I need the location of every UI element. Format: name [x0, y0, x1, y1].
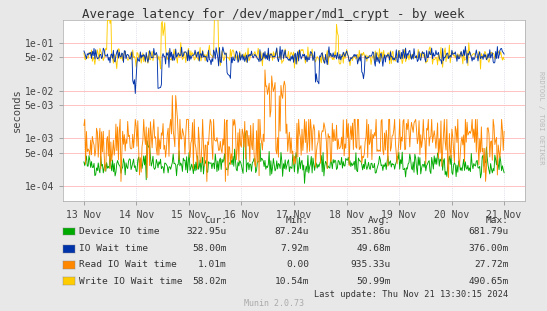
Text: 7.92m: 7.92m [280, 244, 309, 253]
Text: IO Wait time: IO Wait time [79, 244, 148, 253]
Text: 376.00m: 376.00m [468, 244, 509, 253]
Text: 50.99m: 50.99m [357, 277, 391, 285]
Text: 27.72m: 27.72m [474, 261, 509, 269]
Text: 58.02m: 58.02m [193, 277, 227, 285]
Text: Device IO time: Device IO time [79, 227, 160, 236]
Text: 490.65m: 490.65m [468, 277, 509, 285]
Text: 935.33u: 935.33u [351, 261, 391, 269]
Text: Read IO Wait time: Read IO Wait time [79, 261, 177, 269]
Text: 1.01m: 1.01m [198, 261, 227, 269]
Text: Last update: Thu Nov 21 13:30:15 2024: Last update: Thu Nov 21 13:30:15 2024 [315, 290, 509, 299]
Text: 0.00: 0.00 [286, 261, 309, 269]
Text: 87.24u: 87.24u [275, 227, 309, 236]
Text: Munin 2.0.73: Munin 2.0.73 [243, 299, 304, 308]
Text: 49.68m: 49.68m [357, 244, 391, 253]
Text: Write IO Wait time: Write IO Wait time [79, 277, 183, 285]
Text: Average latency for /dev/mapper/md1_crypt - by week: Average latency for /dev/mapper/md1_cryp… [82, 8, 465, 21]
Text: 58.00m: 58.00m [193, 244, 227, 253]
Text: 351.86u: 351.86u [351, 227, 391, 236]
Text: Cur:: Cur: [204, 216, 227, 225]
Text: RRDTOOL / TOBI OETIKER: RRDTOOL / TOBI OETIKER [538, 72, 544, 165]
Text: 10.54m: 10.54m [275, 277, 309, 285]
Y-axis label: seconds: seconds [11, 89, 22, 132]
Text: 322.95u: 322.95u [187, 227, 227, 236]
Text: 681.79u: 681.79u [468, 227, 509, 236]
Text: Max:: Max: [486, 216, 509, 225]
Text: Min:: Min: [286, 216, 309, 225]
Text: Avg:: Avg: [368, 216, 391, 225]
